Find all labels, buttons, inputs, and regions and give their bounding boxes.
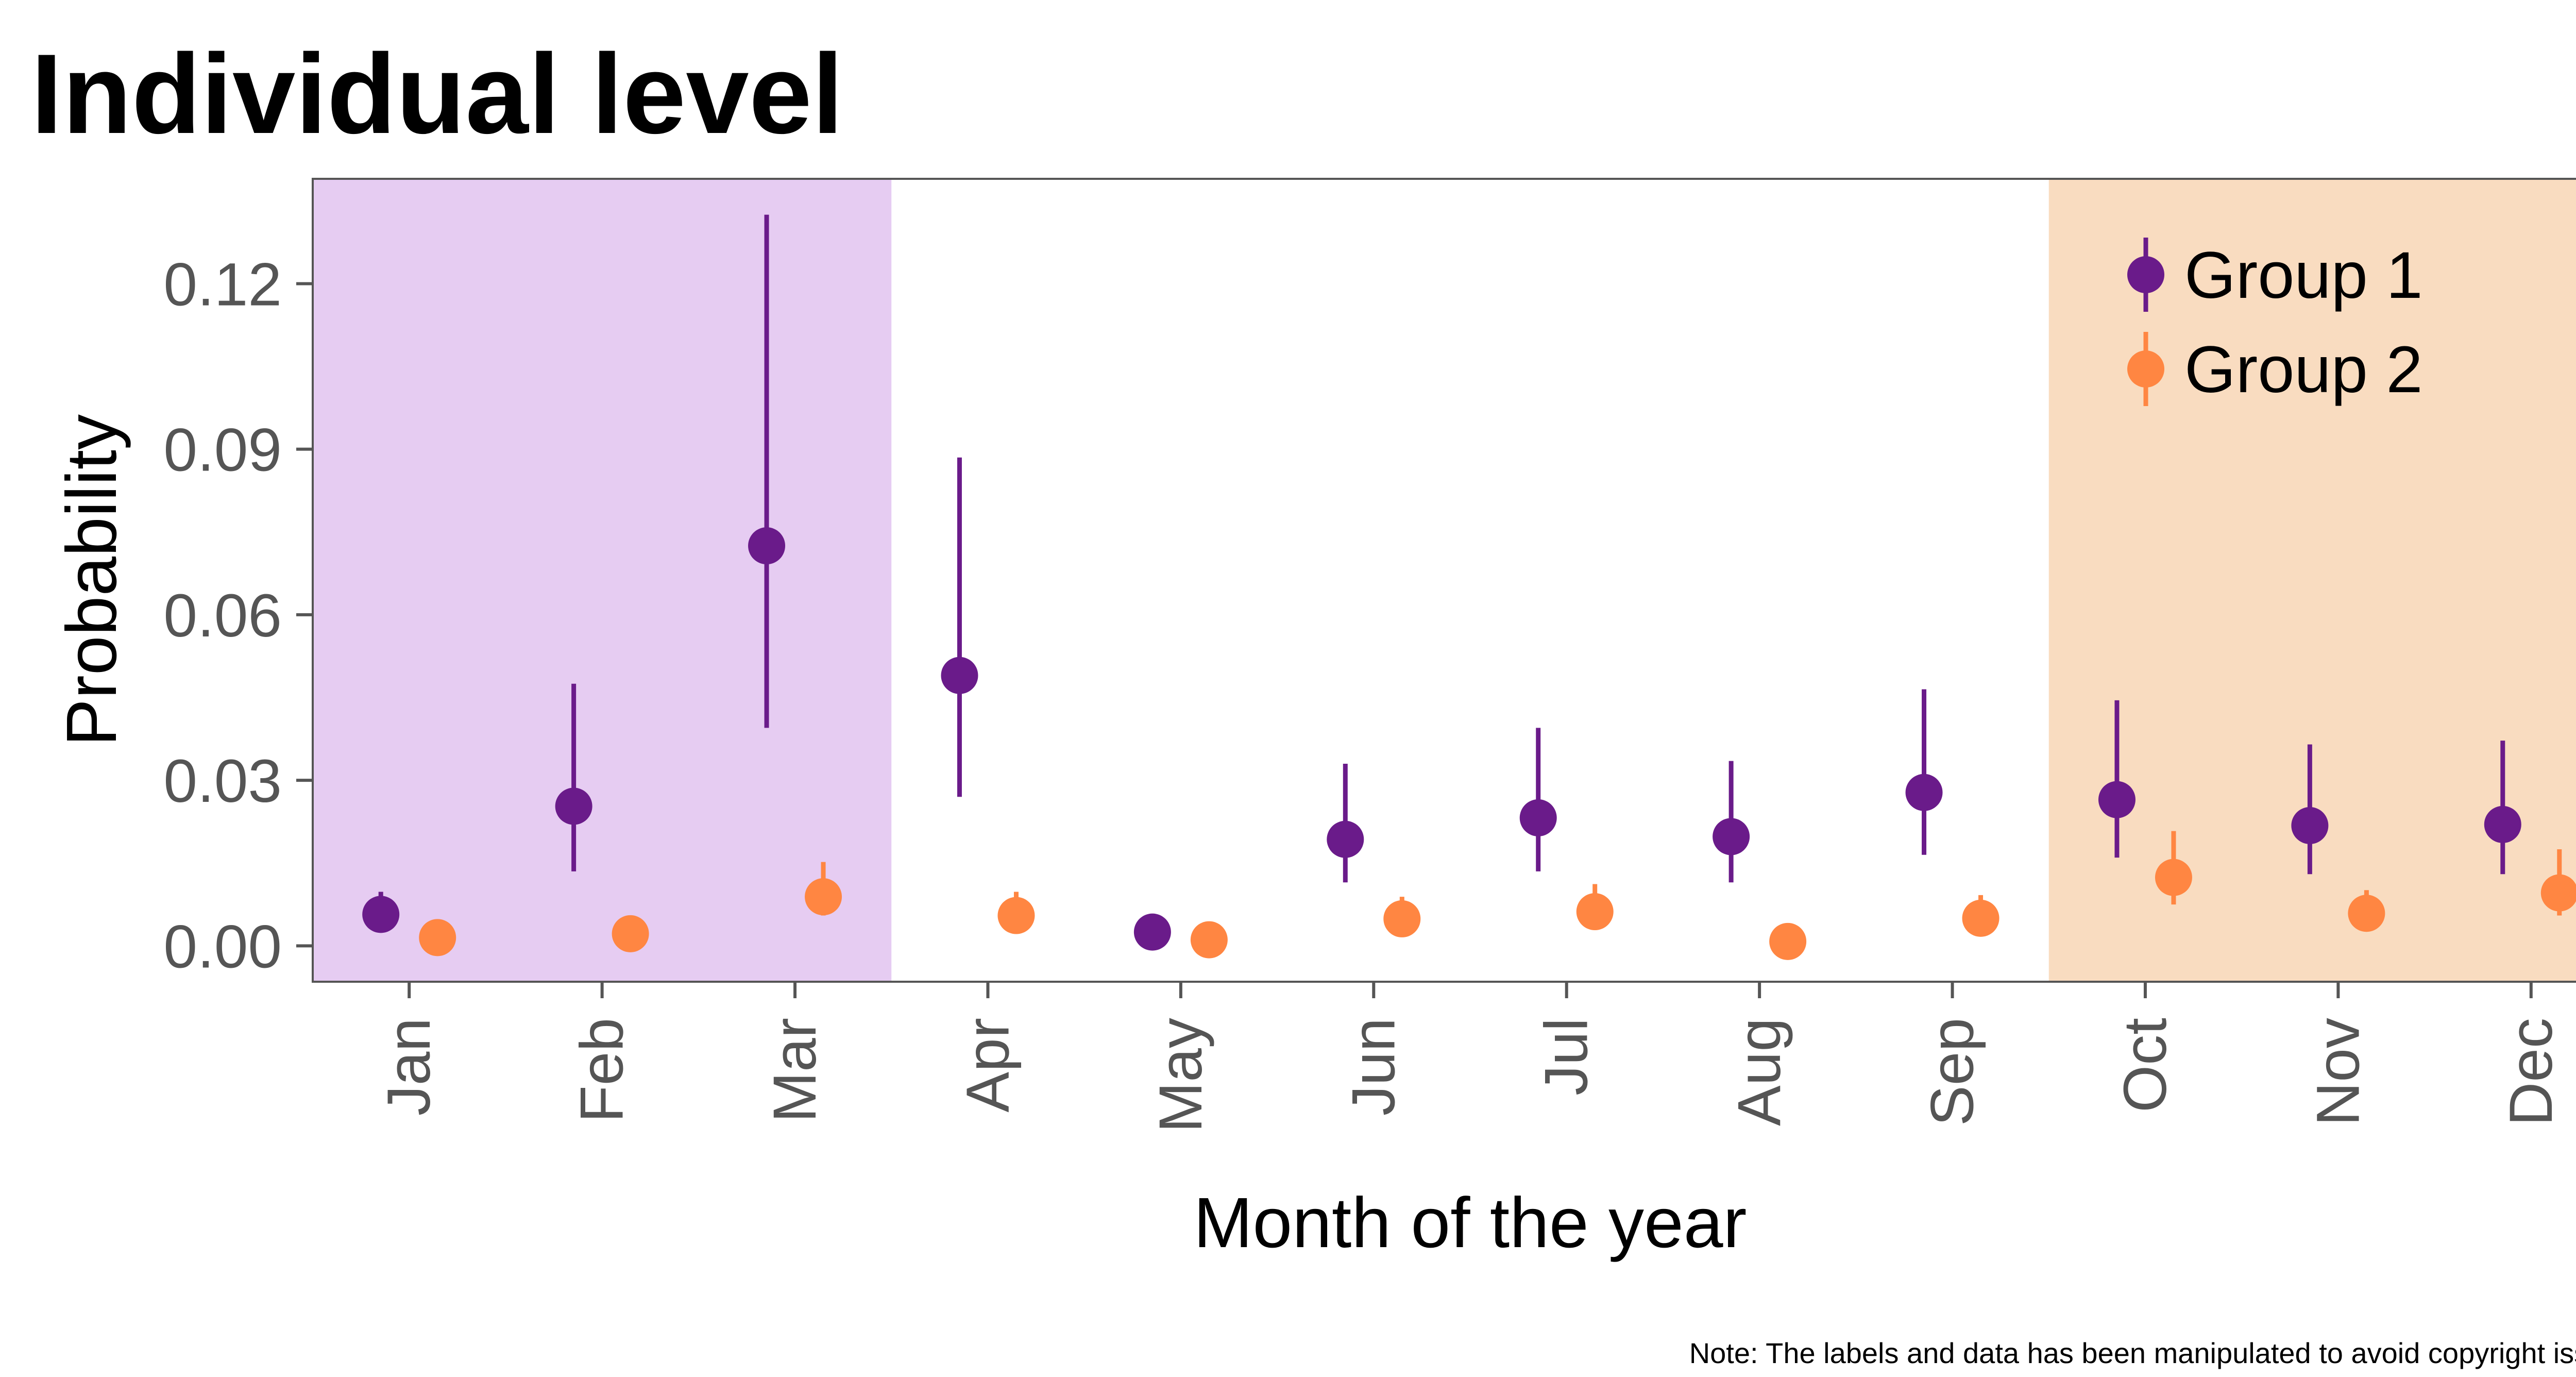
data-point — [748, 527, 786, 565]
data-point — [362, 896, 400, 933]
data-point — [1713, 818, 1750, 855]
y-tick-label: 0.09 — [163, 416, 282, 484]
data-point — [2348, 895, 2385, 932]
x-axis: Jan Feb Mar Apr May Jun Jul Aug Sep Oct Nov Dec — [375, 982, 2565, 1133]
x-tick-label-aug: Aug — [1725, 1018, 1793, 1126]
legend-item-2: Group 2 — [2127, 332, 2423, 407]
legend-key-point — [2127, 350, 2164, 388]
data-point — [2540, 874, 2576, 912]
x-tick-label-jun: Jun — [1340, 1018, 1408, 1116]
legend-label: Group 2 — [2184, 333, 2423, 407]
x-tick-label-oct: Oct — [2111, 1018, 2179, 1113]
data-point — [2098, 781, 2136, 818]
legend-item-1: Group 1 — [2127, 238, 2423, 312]
data-marks — [362, 214, 2576, 960]
chart-note: Note: The labels and data has been manip… — [1689, 1337, 2576, 1369]
x-tick-label-apr: Apr — [954, 1018, 1022, 1113]
x-tick-label-dec: Dec — [2497, 1018, 2565, 1126]
legend-key-point — [2127, 256, 2164, 293]
series-2 — [419, 831, 2576, 960]
data-point — [1190, 921, 1228, 959]
data-point — [1905, 774, 1943, 811]
x-tick-label-jul: Jul — [1533, 1018, 1601, 1096]
data-point — [997, 897, 1035, 934]
x-tick-label-sep: Sep — [1919, 1018, 1987, 1126]
data-point — [419, 919, 456, 956]
legend: Group 1 Group 2 — [2127, 238, 2423, 407]
data-point — [555, 787, 592, 825]
data-point — [1383, 900, 1421, 937]
x-tick-label-may: May — [1147, 1018, 1215, 1133]
data-point — [1519, 799, 1557, 836]
data-point — [1962, 899, 1999, 937]
x-tick-label-feb: Feb — [568, 1018, 636, 1122]
highlight-bands — [313, 179, 2576, 982]
data-point — [1327, 820, 1364, 858]
x-tick-label-mar: Mar — [761, 1018, 829, 1122]
y-tick-label: 0.06 — [163, 582, 282, 650]
chart-title: Individual level — [31, 30, 843, 157]
y-axis-title: Probability — [52, 414, 131, 746]
data-point — [1133, 913, 1171, 951]
data-point — [2155, 859, 2192, 896]
data-point — [2484, 805, 2521, 843]
y-tick-label: 0.00 — [163, 913, 282, 981]
highlight-band-2 — [2048, 179, 2576, 982]
y-axis: 0.00 0.03 0.06 0.09 0.12 — [163, 250, 313, 981]
y-tick-label: 0.03 — [163, 747, 282, 815]
data-point — [1769, 922, 1807, 960]
x-tick-label-jan: Jan — [375, 1018, 443, 1116]
data-point — [612, 915, 649, 952]
legend-label: Group 1 — [2184, 239, 2423, 312]
series-1 — [362, 214, 2521, 951]
data-point — [1576, 893, 1614, 931]
plot-panel-border — [312, 178, 2576, 983]
y-tick-label: 0.12 — [163, 250, 282, 318]
x-axis-title: Month of the year — [1194, 1183, 1747, 1263]
x-tick-label-nov: Nov — [2304, 1018, 2372, 1126]
data-point — [2291, 807, 2329, 844]
data-point — [805, 878, 842, 916]
highlight-band-1 — [313, 179, 892, 982]
data-point — [941, 657, 978, 694]
